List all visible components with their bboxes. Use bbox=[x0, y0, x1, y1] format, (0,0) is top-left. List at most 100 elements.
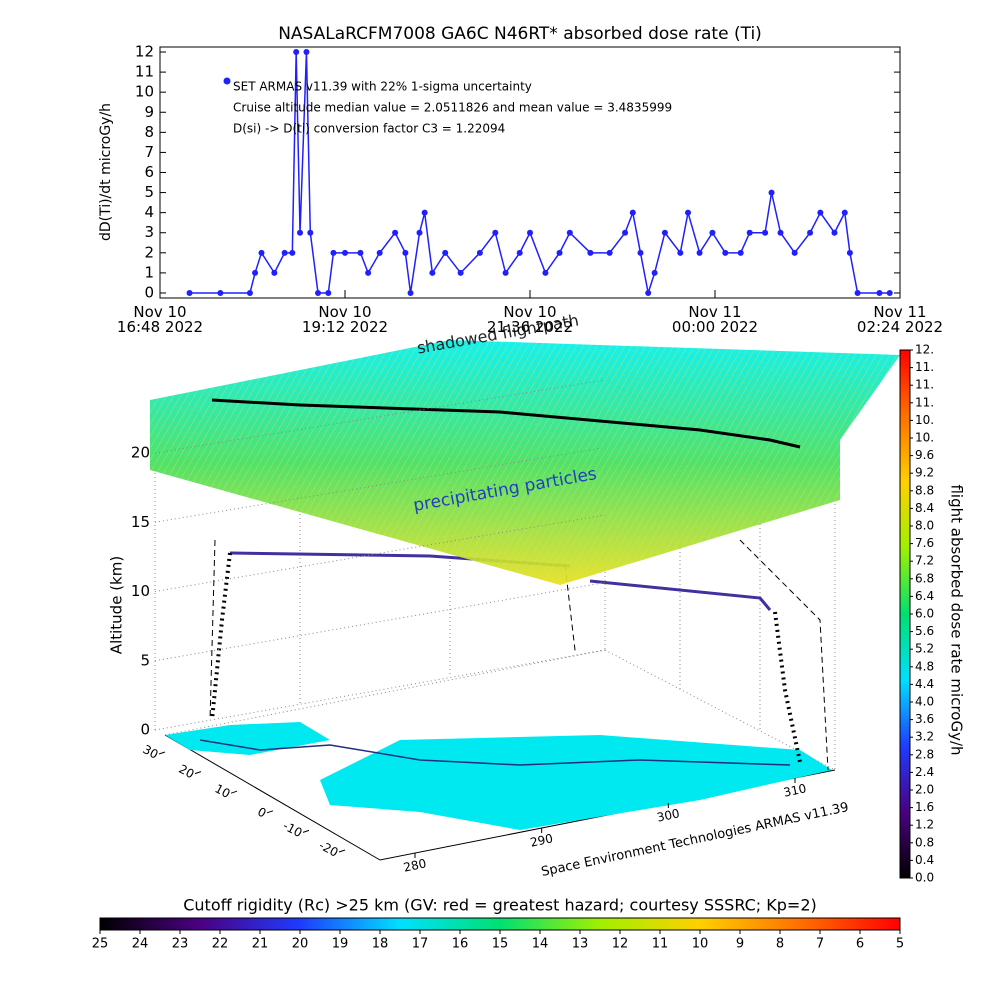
colorbar-tick-label: 8 bbox=[776, 937, 784, 952]
colorbar-tick-label: 7.2 bbox=[915, 554, 934, 568]
colorbar-tick-label: 3.2 bbox=[915, 730, 934, 744]
lon-tick-label: 310 bbox=[782, 781, 807, 799]
data-point bbox=[696, 249, 703, 256]
annotation: D(si) -> D(ti) conversion factor C3 = 1.… bbox=[233, 122, 505, 136]
colorbar-tick-label: 10. bbox=[915, 413, 934, 427]
x-tick-label: Nov 11 00:00 2022 bbox=[671, 303, 759, 336]
lon-tick-label: 300 bbox=[656, 806, 681, 824]
lat-tick bbox=[158, 751, 166, 755]
colorbar-tick-label: 7 bbox=[816, 937, 824, 952]
colorbar-tick-label: 14 bbox=[532, 937, 549, 952]
z-tick-label: 15 bbox=[131, 513, 150, 531]
y-tick-label: 10 bbox=[135, 83, 154, 101]
data-point bbox=[407, 289, 414, 296]
data-point bbox=[846, 249, 853, 256]
data-point bbox=[886, 289, 893, 296]
colorbar-tick-label: 9.6 bbox=[915, 448, 934, 462]
colorbar-tick-label: 4.0 bbox=[915, 695, 934, 709]
data-point bbox=[768, 189, 775, 196]
colorbar-tick-label: 11 bbox=[652, 937, 669, 952]
colorbar-tick-label: 8.8 bbox=[915, 483, 934, 497]
descent bbox=[210, 552, 232, 721]
legend-marker bbox=[223, 77, 231, 85]
data-point bbox=[685, 209, 692, 216]
data-point bbox=[271, 269, 278, 276]
data-point bbox=[854, 289, 861, 296]
data-point bbox=[841, 209, 848, 216]
data-point bbox=[542, 269, 549, 276]
shadow-line bbox=[739, 539, 829, 771]
colorbar-tick-label: 7.6 bbox=[915, 536, 934, 550]
data-point bbox=[258, 249, 265, 256]
z-grid-line bbox=[154, 582, 606, 662]
colorbar-tick-label: 25 bbox=[92, 937, 109, 952]
colorbar-tick-label: 18 bbox=[372, 937, 389, 952]
y-tick-label: 2 bbox=[144, 243, 154, 261]
descent bbox=[773, 611, 802, 763]
data-point bbox=[281, 249, 288, 256]
data-point bbox=[307, 229, 314, 236]
data-point bbox=[297, 229, 304, 236]
x-tick-label: Nov 11 02:24 2022 bbox=[856, 303, 944, 336]
data-point bbox=[376, 249, 383, 256]
lat-tick-label: -10 bbox=[281, 819, 305, 841]
y-tick-label: 7 bbox=[144, 143, 154, 161]
data-point bbox=[476, 249, 483, 256]
shadowed-flightpath bbox=[211, 398, 801, 449]
data-point bbox=[416, 229, 423, 236]
data-point bbox=[791, 249, 798, 256]
colorbar-tick-label: 2.0 bbox=[915, 783, 934, 797]
data-point bbox=[342, 249, 348, 256]
data-point bbox=[186, 289, 193, 296]
colorbar-tick-label: 1.2 bbox=[915, 818, 934, 832]
data-point bbox=[737, 249, 744, 256]
colorbar-tick-label: 2.8 bbox=[915, 747, 934, 761]
colorbar-tick-label: 3.6 bbox=[915, 712, 934, 726]
y-tick-label: 1 bbox=[144, 263, 154, 281]
y-tick-label: 5 bbox=[144, 183, 154, 201]
shadow-line bbox=[564, 564, 578, 651]
colorbar-tick-label: 6.8 bbox=[915, 571, 934, 585]
x-tick-label: Nov 10 19:12 2022 bbox=[301, 303, 389, 336]
colorbar-tick-label: 4.8 bbox=[915, 659, 934, 673]
data-point bbox=[516, 249, 523, 256]
colorbar-tick-label: 4.4 bbox=[915, 677, 934, 691]
z-grid-line bbox=[154, 649, 606, 731]
colorbar bbox=[899, 349, 911, 879]
chart-title: NASALaRCFM7008 GA6C N46RT* absorbed dose… bbox=[278, 24, 762, 44]
colorbar-tick-label: 0.4 bbox=[915, 853, 934, 867]
colorbar-tick-label: 10. bbox=[915, 431, 934, 445]
lat-tick bbox=[302, 829, 310, 833]
y-tick-label: 9 bbox=[144, 103, 154, 121]
colorbar-tick-label: 22 bbox=[212, 937, 229, 952]
colorbar-tick-label: 6.0 bbox=[915, 607, 934, 621]
z-axis-label: Altitude (km) bbox=[108, 556, 126, 654]
y-tick-label: 8 bbox=[144, 123, 154, 141]
data-point bbox=[217, 289, 224, 296]
data-point bbox=[325, 289, 332, 296]
data-point bbox=[303, 49, 310, 56]
colorbar-tick-label: 21 bbox=[252, 937, 269, 952]
x-tick-label: Nov 10 16:48 2022 bbox=[116, 303, 204, 336]
colorbar-tick-label: 12. bbox=[915, 343, 934, 357]
lat-tick-label: 0 bbox=[255, 805, 268, 821]
data-point bbox=[502, 269, 509, 276]
lat-tick-label: 10 bbox=[212, 781, 232, 801]
data-point bbox=[457, 269, 464, 276]
colorbar-tick-label: 10 bbox=[692, 937, 709, 952]
y-tick-label: 6 bbox=[144, 163, 154, 181]
data-point bbox=[722, 249, 729, 256]
data-point bbox=[817, 209, 824, 216]
colorbar-tick-label: 1.6 bbox=[915, 800, 934, 814]
data-point bbox=[606, 249, 613, 256]
data-point bbox=[365, 269, 372, 276]
colorbar-tick-label: 16 bbox=[452, 937, 469, 952]
annotation: Cruise altitude median value = 2.0511826… bbox=[233, 101, 672, 115]
data-point bbox=[777, 229, 784, 236]
lat-tick bbox=[266, 810, 274, 814]
data-point bbox=[246, 289, 253, 296]
colorbar-tick-label: 15 bbox=[492, 937, 509, 952]
colorbar-tick-label: 5.6 bbox=[915, 624, 934, 638]
colorbar-tick-label: 20 bbox=[292, 937, 309, 952]
